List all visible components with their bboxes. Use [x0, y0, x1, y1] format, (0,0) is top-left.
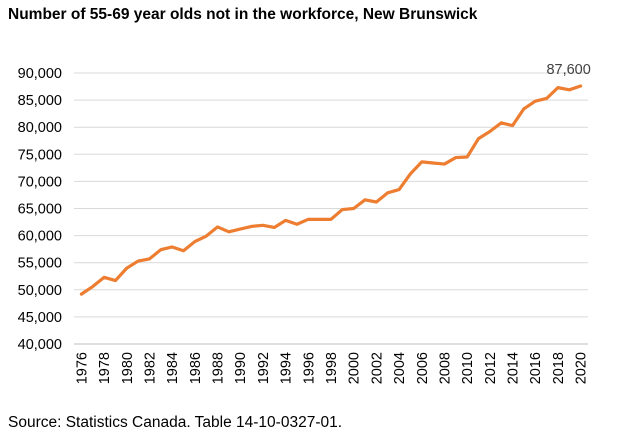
y-tick-label: 55,000 [18, 256, 62, 272]
y-tick-label: 80,000 [18, 120, 62, 136]
x-tick-label: 2000 [347, 352, 363, 384]
chart-source: Source: Statistics Canada. Table 14-10-0… [8, 414, 343, 431]
series-line [79, 84, 583, 296]
y-tick-label: 65,000 [18, 202, 62, 218]
x-tick-label: 2010 [460, 352, 476, 384]
y-tick-label: 45,000 [18, 310, 62, 326]
x-axis-tick-labels: 1976 1978 1980 1982 1984 1986 1988 1990 1992 1994… [74, 352, 589, 384]
x-tick-label: 1986 [188, 352, 204, 384]
y-tick-label: 70,000 [18, 174, 62, 190]
gridlines [74, 72, 588, 318]
x-tick-label: 2018 [551, 352, 567, 384]
x-tick-label: 1992 [256, 352, 272, 384]
x-tick-label: 1994 [279, 352, 295, 384]
x-tick-label: 2014 [506, 352, 522, 384]
x-tick-label: 1988 [211, 352, 227, 384]
chart-title: Number of 55-69 year olds not in the wor… [8, 6, 478, 23]
x-tick-label: 1976 [74, 352, 90, 384]
x-tick-label: 1984 [165, 352, 181, 384]
x-tick-label: 2016 [528, 352, 544, 384]
y-tick-label: 60,000 [18, 229, 62, 245]
x-tick-label: 1978 [97, 352, 113, 384]
data-label: 87,600 [546, 62, 590, 78]
data-labels: 87,600 [546, 62, 590, 78]
x-tick-label: 1996 [301, 352, 317, 384]
y-tick-label: 85,000 [18, 93, 62, 109]
y-tick-label: 50,000 [18, 283, 62, 299]
y-tick-label: 90,000 [18, 66, 62, 82]
x-tick-label: 1982 [142, 352, 158, 384]
y-axis-tick-labels: 40,000 45,000 50,000 55,000 60,000 65,000 70,0… [18, 66, 62, 353]
x-tick-label: 2008 [437, 352, 453, 384]
x-tick-label: 1990 [233, 352, 249, 384]
series [79, 84, 583, 296]
x-tick-label: 2006 [415, 352, 431, 384]
y-tick-label: 75,000 [18, 147, 62, 163]
x-tick-label: 1980 [120, 352, 136, 384]
x-tick-label: 2012 [483, 352, 499, 384]
x-tick-label: 2020 [574, 352, 590, 384]
x-tick-label: 1998 [324, 352, 340, 384]
x-tick-label: 2004 [392, 352, 408, 384]
x-tick-label: 2002 [369, 352, 385, 384]
y-tick-label: 40,000 [18, 337, 62, 353]
